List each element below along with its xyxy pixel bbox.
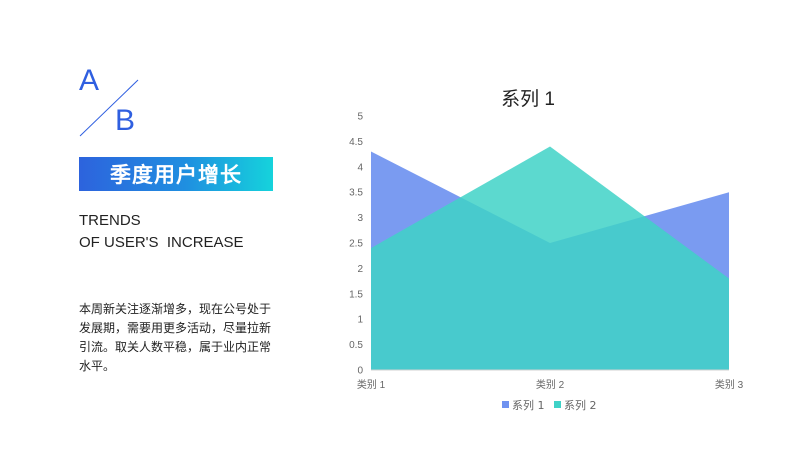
description-text: 本周新关注逐渐增多，现在公号处于发展期，需要用更多活动，尽量拉新引流。取关人数平… <box>79 302 272 373</box>
y-tick-label: 1 <box>357 315 363 326</box>
area-chart: 系列 1 00.511.522.533.544.55 类别 1 类别 2 类别 3 … <box>349 88 744 412</box>
chart-title: 系列 1 <box>501 88 555 110</box>
logo-letter-a: A <box>79 64 100 97</box>
y-tick-label: 0 <box>357 366 363 377</box>
x-tick-label: 类别 2 <box>536 378 565 391</box>
subtitle-block: TRENDS OF USER'S INCREASE <box>79 210 244 254</box>
chart-legend: 系列 1 系列 2 <box>502 398 597 412</box>
legend-label-1: 系列 1 <box>512 398 545 412</box>
x-axis-ticks: 类别 1 类别 2 类别 3 <box>357 378 744 391</box>
subtitle-line-2: OF USER'S INCREASE <box>79 234 244 251</box>
x-tick-label: 类别 1 <box>357 378 386 391</box>
legend-swatch-2 <box>554 401 561 408</box>
banner-title: 季度用户增长 <box>110 163 242 187</box>
x-tick-label: 类别 3 <box>715 378 744 391</box>
y-tick-label: 5 <box>357 112 363 123</box>
subtitle-line-1: TRENDS <box>79 212 141 229</box>
y-tick-label: 4 <box>357 162 363 173</box>
y-tick-label: 4.5 <box>349 137 363 148</box>
y-tick-label: 2.5 <box>349 239 363 250</box>
series-areas <box>371 146 729 370</box>
y-tick-label: 2 <box>357 264 363 275</box>
legend-swatch-1 <box>502 401 509 408</box>
y-tick-label: 3.5 <box>349 188 363 199</box>
series-area-2 <box>371 146 729 370</box>
title-banner: 季度用户增长 <box>79 157 273 191</box>
y-tick-label: 0.5 <box>349 340 363 351</box>
logo-letter-b: B <box>115 104 136 137</box>
y-axis-ticks: 0 0.5 1 1.5 2 2.5 3 3.5 4 4.5 5 <box>349 112 363 377</box>
y-tick-label: 3 <box>357 213 363 224</box>
logo-slash-line <box>79 79 139 137</box>
y-tick-label: 1.5 <box>349 289 363 300</box>
legend-label-2: 系列 2 <box>564 398 597 412</box>
